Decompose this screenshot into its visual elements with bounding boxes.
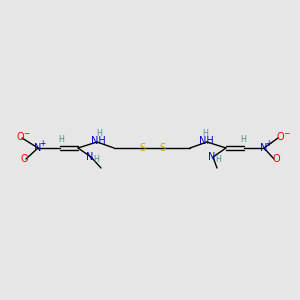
Text: H: H xyxy=(215,154,221,164)
Text: O: O xyxy=(16,132,24,142)
Text: −: − xyxy=(283,130,289,139)
Text: H: H xyxy=(93,154,99,164)
Text: N: N xyxy=(34,143,42,153)
Text: −: − xyxy=(23,130,29,139)
Text: +: + xyxy=(39,140,45,148)
Text: O: O xyxy=(20,154,28,164)
Text: H: H xyxy=(240,136,246,145)
Text: NH: NH xyxy=(199,136,213,146)
Text: H: H xyxy=(96,130,102,139)
Text: NH: NH xyxy=(91,136,105,146)
Text: N: N xyxy=(208,152,216,162)
Text: S: S xyxy=(159,143,165,153)
Text: +: + xyxy=(265,140,271,148)
Text: O: O xyxy=(276,132,284,142)
Text: O: O xyxy=(272,154,280,164)
Text: N: N xyxy=(260,143,268,153)
Text: N: N xyxy=(86,152,94,162)
Text: S: S xyxy=(139,143,145,153)
Text: H: H xyxy=(58,136,64,145)
Text: H: H xyxy=(202,130,208,139)
